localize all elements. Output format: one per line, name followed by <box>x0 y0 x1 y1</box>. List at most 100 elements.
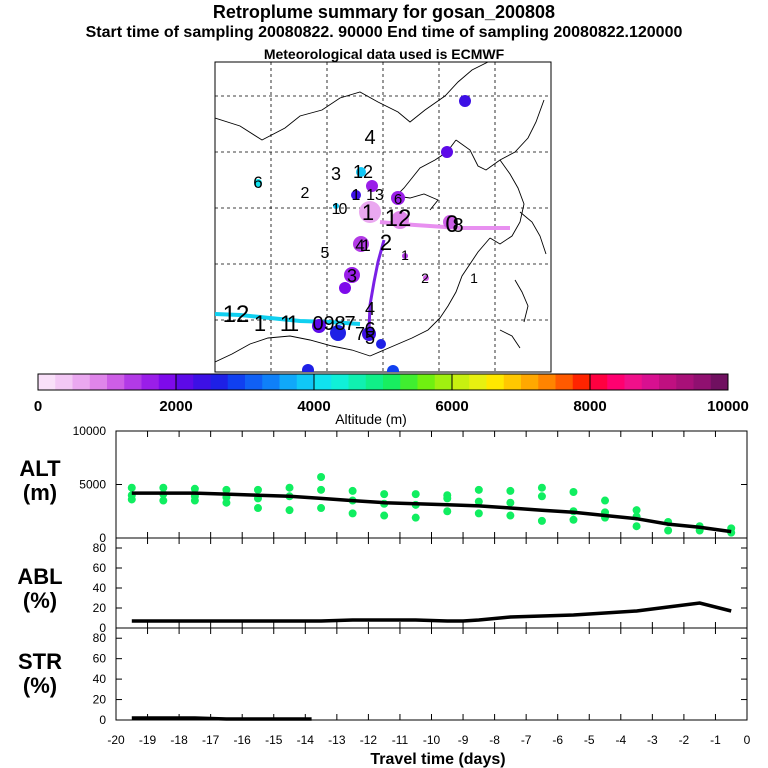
colorbar-cell <box>141 374 160 390</box>
alt-panel-scatter-point <box>443 494 452 503</box>
colorbar-cell <box>590 374 608 390</box>
cluster-dot <box>362 327 376 341</box>
abl-panel-y-tick-label: 80 <box>93 541 107 555</box>
map-cluster-label: 8 <box>452 215 463 237</box>
map-cluster-label: 0 <box>312 313 323 335</box>
map-cluster-label: 3 <box>331 164 341 184</box>
alt-panel-scatter-point <box>474 509 483 518</box>
map-cluster-label: 4 <box>364 127 375 149</box>
colorbar-cell <box>538 374 556 390</box>
colorbar-cell <box>262 374 280 390</box>
abl-panel-y-tick-label: 0 <box>99 621 106 635</box>
colorbar-cell <box>193 374 211 390</box>
map-cluster-label: 3 <box>347 266 357 286</box>
alt-panel-y-tick-label: 5000 <box>79 478 106 492</box>
str-panel-y-tick-label: 60 <box>93 652 107 666</box>
abl-panel-label-1: ABL <box>17 564 62 589</box>
colorbar-cell <box>400 374 418 390</box>
x-tick-label: -4 <box>615 733 626 747</box>
cluster-dot <box>312 319 326 333</box>
colorbar-cell <box>89 374 108 390</box>
x-tick-label: -16 <box>234 733 252 747</box>
x-tick-label: -10 <box>423 733 441 747</box>
map-cluster-label: 13 <box>366 187 384 204</box>
colorbar-tick-label: 10000 <box>707 398 749 415</box>
x-tick-label: -7 <box>521 733 532 747</box>
alt-panel-scatter-point <box>569 487 578 496</box>
map-cluster-label: 1 <box>280 311 292 336</box>
alt-panel-scatter-point <box>537 492 546 501</box>
map-cluster-label: 12 <box>385 205 412 232</box>
cluster-dot <box>441 146 453 158</box>
alt-panel-scatter-point <box>127 495 136 504</box>
map-cluster-label: 1 <box>470 270 478 286</box>
colorbar-cell <box>38 374 56 390</box>
cluster-dot <box>254 179 262 187</box>
map-cluster-label: 0 <box>445 211 458 238</box>
map-cluster-label: 5 <box>365 328 375 348</box>
alt-panel-scatter-point <box>159 483 168 492</box>
trajectory-cyan <box>215 312 361 326</box>
str-panel-y-tick-label: 20 <box>93 693 107 707</box>
map-cluster-label: 5 <box>321 245 330 262</box>
alt-panel-scatter-point <box>127 483 136 492</box>
x-tick-label: -5 <box>584 733 595 747</box>
alt-panel-scatter-point <box>569 515 578 524</box>
x-tick-label: -17 <box>202 733 220 747</box>
cluster-dot <box>359 201 381 223</box>
map-cluster-label: 2 <box>380 230 392 255</box>
alt-panel-scatter-point <box>632 506 641 515</box>
map-cluster-label: 1 <box>352 187 361 204</box>
alt-panel-scatter-point <box>537 483 546 492</box>
cluster-dot <box>344 267 360 283</box>
x-tick-label: -19 <box>139 733 157 747</box>
str-panel-y-tick-label: 80 <box>93 631 107 645</box>
cluster-dot <box>391 191 405 205</box>
x-tick-label: -3 <box>647 733 658 747</box>
cluster-dot <box>423 275 429 281</box>
str-panel-y-tick-label: 0 <box>99 713 106 727</box>
alt-panel-scatter-point <box>222 498 231 507</box>
alt-panel-series-line <box>131 491 732 534</box>
cluster-dot <box>387 365 399 372</box>
colorbar-cell <box>124 374 142 390</box>
map-cluster-label: 0 <box>339 201 348 218</box>
map-cluster-label: 9 <box>323 313 334 335</box>
alt-panel-scatter-point <box>474 485 483 494</box>
colorbar-tick-label: 4000 <box>297 398 330 415</box>
alt-panel-scatter-point <box>537 516 546 525</box>
cluster-dot <box>302 364 314 372</box>
x-tick-label: -20 <box>107 733 125 747</box>
x-tick-label: -11 <box>392 733 409 747</box>
x-tick-label: -15 <box>265 733 283 747</box>
colorbar-cell <box>227 374 246 390</box>
cluster-markers <box>254 95 471 372</box>
cluster-dot <box>351 190 361 200</box>
map-cluster-label: 4 <box>365 299 375 319</box>
altitude-colorbar: 0 2000 4000 6000 8000 10000 Altitude (m) <box>34 373 749 427</box>
map-cluster-label: 6 <box>253 173 262 192</box>
colorbar-cell <box>486 374 505 390</box>
x-tick-label: -13 <box>328 733 346 747</box>
colorbar-tick-label: 0 <box>34 398 42 415</box>
colorbar-cell <box>296 374 315 390</box>
colorbar-cell <box>314 374 332 390</box>
coastlines <box>215 62 547 363</box>
colorbar-cell <box>676 374 694 390</box>
alt-panel-scatter-point <box>317 473 326 482</box>
colorbar-tick-label: 2000 <box>159 398 192 415</box>
alt-panel-scatter-point <box>411 513 420 522</box>
colorbar-cell <box>331 374 349 390</box>
map-cluster-label: 1 <box>401 247 409 263</box>
cluster-dot <box>366 180 378 192</box>
x-tick-label: -12 <box>360 733 378 747</box>
colorbar-cell <box>452 374 470 390</box>
x-tick-label: 0 <box>744 733 751 747</box>
abl-panel-y-tick-label: 40 <box>93 581 107 595</box>
colorbar-cell <box>55 374 73 390</box>
colorbar-tick-label: 8000 <box>573 398 606 415</box>
cluster-dot <box>353 236 369 252</box>
cluster-dot <box>376 339 386 349</box>
met-data-line: Meteorological data used is ECMWF <box>263 46 505 62</box>
